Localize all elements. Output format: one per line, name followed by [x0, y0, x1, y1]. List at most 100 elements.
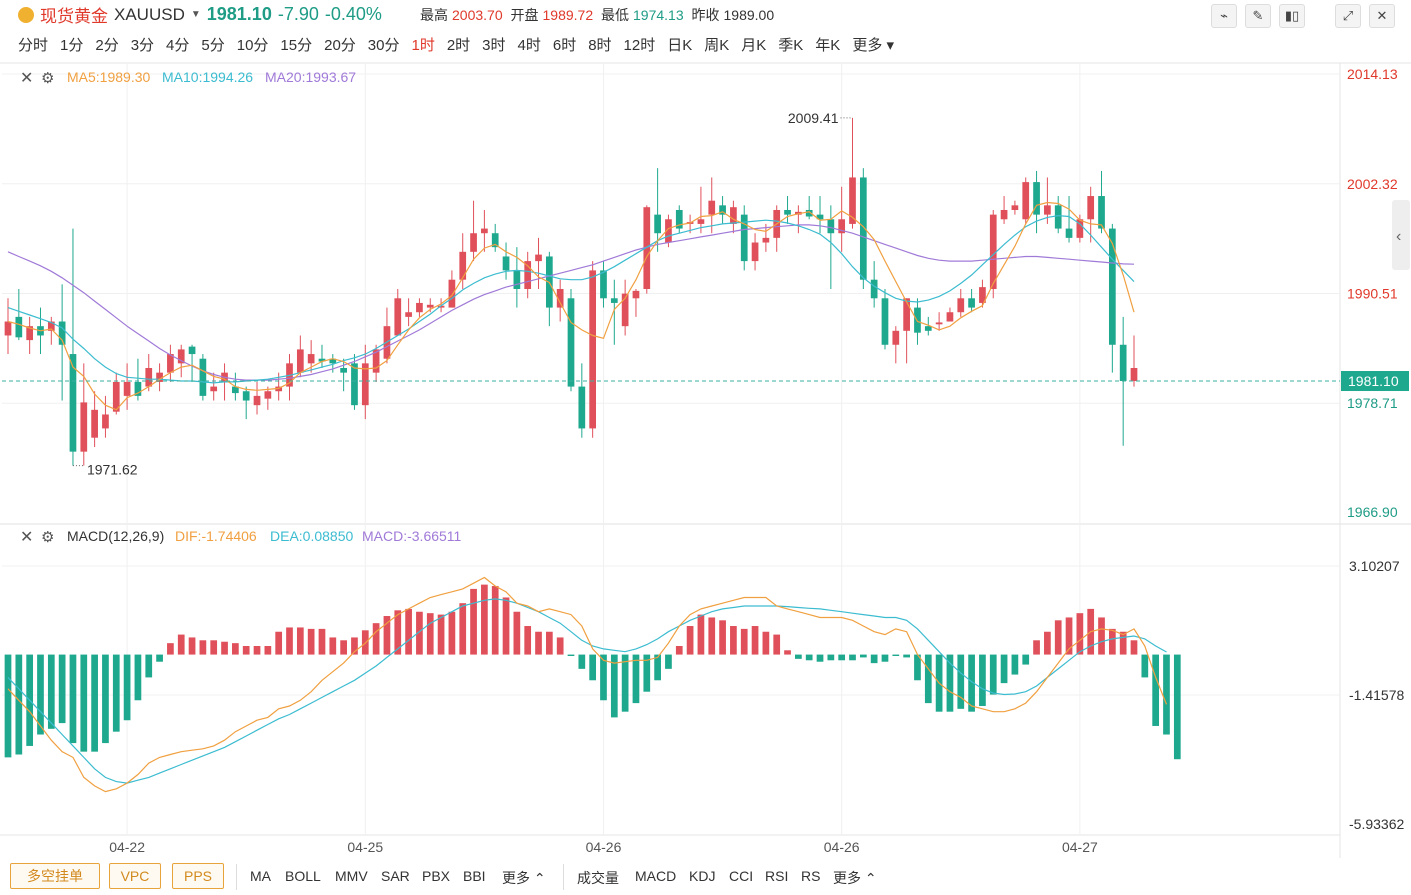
- period-tab[interactable]: 1时: [411, 37, 435, 54]
- period-tab[interactable]: 季K: [778, 37, 804, 54]
- macd-bar: [1163, 654, 1170, 735]
- toolbar-button[interactable]: PPS: [172, 863, 224, 889]
- sub-indicator-tab[interactable]: CCI: [729, 868, 754, 884]
- macd-bar: [47, 654, 55, 729]
- macd-bar: [838, 654, 846, 661]
- settings-icon[interactable]: ⚙: [41, 529, 54, 546]
- sub-indicator-tab[interactable]: RS: [801, 868, 821, 884]
- macd-bar: [426, 613, 434, 655]
- candle-body: [26, 326, 34, 341]
- x-axis-label: 04-22: [109, 839, 145, 855]
- macd-value-legend: MACD:-3.66511: [362, 528, 462, 544]
- low-label: 最低: [601, 7, 629, 23]
- macd-bar: [372, 623, 380, 655]
- candle-body: [167, 354, 174, 373]
- close-icon[interactable]: ✕: [20, 70, 33, 87]
- symbol-code: XAUUSD: [114, 4, 185, 24]
- period-tab[interactable]: 3分: [130, 37, 155, 54]
- period-tab[interactable]: 3时: [482, 37, 506, 54]
- candle-body: [979, 287, 986, 303]
- price-tick-label: 2014.13: [1347, 66, 1398, 82]
- period-tab[interactable]: 周K: [704, 37, 730, 54]
- macd-bar: [91, 654, 98, 752]
- period-tab[interactable]: 20分: [324, 37, 356, 54]
- macd-bar: [4, 654, 12, 758]
- macd-bar: [535, 631, 542, 655]
- macd-bar: [188, 637, 196, 655]
- main-indicator-tab[interactable]: MA: [250, 868, 271, 884]
- close-icon[interactable]: ✕: [20, 529, 33, 546]
- main-indicator-tab[interactable]: MMV: [335, 868, 368, 884]
- bottom-bar: 多空挂单 VPC PPS MA BOLL MMV SAR PBX BBI 更多 ⌃ 成交量 MACD K…: [0, 862, 1411, 892]
- sub-indicator-tab[interactable]: 更多 ⌃: [833, 870, 877, 886]
- sub-indicator-tab[interactable]: KDJ: [689, 868, 716, 884]
- period-tab[interactable]: 月K: [741, 37, 767, 54]
- main-indicator-tab[interactable]: 更多 ⌃: [502, 870, 546, 886]
- period-tab[interactable]: 5分: [201, 37, 225, 54]
- candle-style-icon[interactable]: ▮▯: [1279, 4, 1305, 28]
- toolbar-button[interactable]: 多空挂单: [10, 863, 100, 889]
- candle-body: [296, 349, 304, 373]
- candle-body: [232, 386, 239, 394]
- main-indicator-tab[interactable]: SAR: [381, 868, 410, 884]
- side-panel-toggle[interactable]: ‹: [1392, 200, 1410, 270]
- period-tab[interactable]: 2分: [95, 37, 119, 54]
- symbol-header[interactable]: 现货黄金 XAUUSD ▼ 1981.10 -7.90 -0.40%: [18, 2, 382, 27]
- macd-bar: [914, 654, 921, 681]
- line-tool-icon[interactable]: ⌁: [1211, 4, 1237, 28]
- pen-icon[interactable]: ✎: [1245, 4, 1271, 28]
- settings-icon[interactable]: ⚙: [41, 70, 54, 87]
- toolbar-button[interactable]: VPC: [109, 863, 161, 889]
- macd-bar: [1011, 654, 1019, 675]
- dif-line: [7, 576, 1168, 793]
- candle-body: [805, 209, 813, 217]
- period-tabs: 分时 1分 2分 3分 4分 5分 10分 15分 20分 30分 1时 2时 3时 4时 6时 8时 12时日…: [18, 34, 906, 55]
- period-tab[interactable]: 1分: [60, 37, 84, 54]
- period-tab[interactable]: 分时: [18, 37, 49, 54]
- price-chart[interactable]: 2014.13 2002.32 1990.51 1978.71 1966.90 1981.…: [0, 0, 1411, 862]
- main-indicator-tab[interactable]: BOLL: [285, 868, 321, 884]
- period-tab[interactable]: 8时: [588, 37, 612, 54]
- ma20-legend: MA20:1993.67: [265, 69, 356, 85]
- period-tab[interactable]: 4分: [166, 37, 190, 54]
- candle-body: [156, 372, 163, 382]
- candle-body: [329, 358, 337, 364]
- period-tab[interactable]: 12时: [623, 37, 656, 54]
- macd-bar: [167, 643, 174, 655]
- candle-body: [535, 254, 542, 262]
- period-tab[interactable]: 2时: [446, 37, 471, 54]
- sub-indicator-tab[interactable]: 成交量: [577, 870, 619, 886]
- period-tab[interactable]: 日K: [667, 37, 693, 54]
- candle-body: [340, 367, 347, 373]
- close-icon[interactable]: ✕: [1369, 4, 1395, 28]
- macd-bar: [859, 654, 867, 658]
- period-tab[interactable]: 6时: [552, 37, 577, 54]
- period-tab[interactable]: 更多 ▾: [852, 37, 895, 54]
- macd-bar: [69, 654, 77, 744]
- macd-bar: [946, 654, 954, 712]
- macd-bar: [654, 654, 661, 681]
- sub-indicator-tab[interactable]: MACD: [635, 868, 677, 884]
- macd-bar: [383, 616, 391, 655]
- period-tab[interactable]: 4时: [517, 37, 541, 54]
- candle-body: [361, 363, 369, 406]
- period-tab[interactable]: 15分: [280, 37, 313, 54]
- candle-body: [372, 349, 380, 373]
- candle-body: [1000, 209, 1008, 220]
- main-indicator-tab[interactable]: PBX: [422, 868, 451, 884]
- main-indicator-tab[interactable]: BBI: [463, 868, 486, 884]
- chevron-down-icon[interactable]: ▼: [190, 9, 201, 20]
- candle-body: [1022, 182, 1030, 220]
- last-price-tag: [1341, 371, 1409, 392]
- period-tab[interactable]: 10分: [236, 37, 269, 54]
- macd-bar: [1054, 620, 1062, 655]
- period-tab[interactable]: 年K: [815, 37, 841, 54]
- period-tab[interactable]: 30分: [367, 37, 400, 54]
- fullscreen-icon[interactable]: ⤢: [1335, 4, 1361, 28]
- candle-body: [600, 270, 607, 299]
- max-price-label: 2009.41: [788, 110, 839, 126]
- macd-bar: [1108, 628, 1116, 655]
- sub-indicator-tab[interactable]: RSI: [765, 868, 789, 884]
- macd-bar: [351, 637, 358, 655]
- main-legend: ✕ ⚙ MA5:1989.30 MA10:1994.26 MA20:1993.6…: [20, 69, 356, 87]
